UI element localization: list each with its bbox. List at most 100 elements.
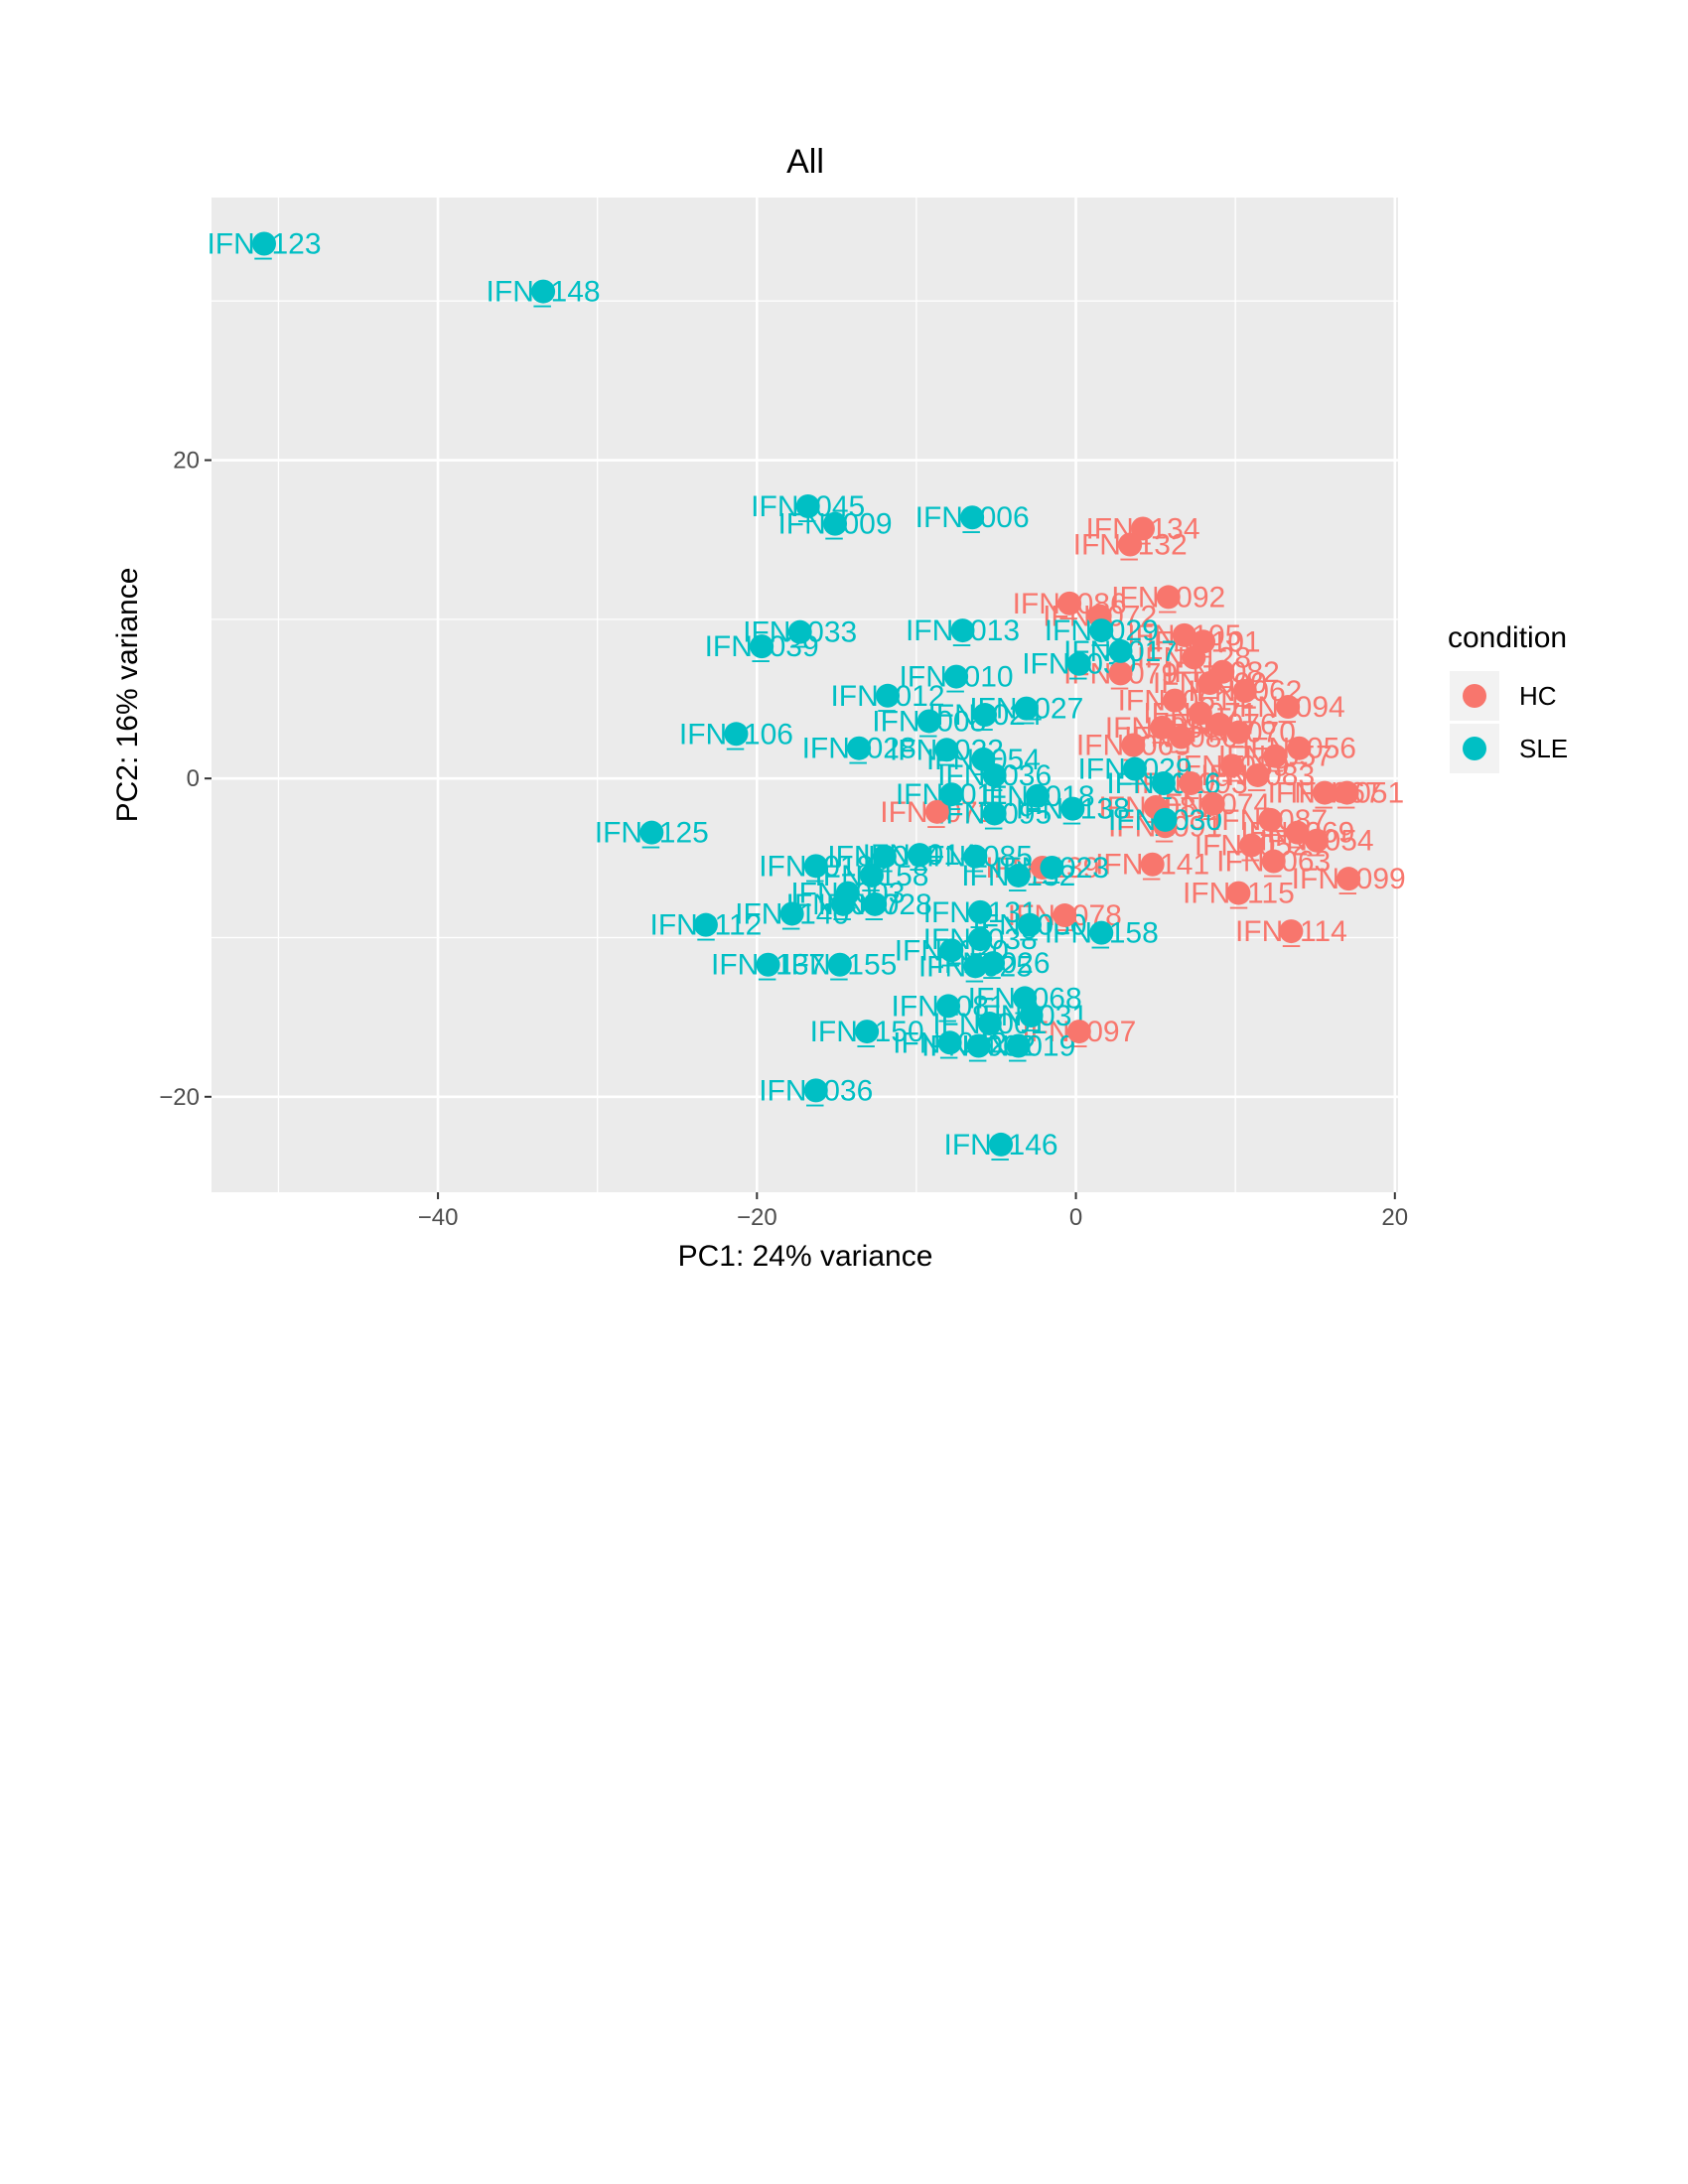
data-point-sle xyxy=(1122,756,1147,781)
legend-title: condition xyxy=(1448,621,1567,654)
data-point-hc xyxy=(1053,903,1077,928)
data-point-sle xyxy=(939,938,964,963)
data-point-sle xyxy=(1014,696,1039,721)
data-point-sle xyxy=(944,664,969,689)
data-point-sle xyxy=(1066,651,1091,676)
x-tick-label: 0 xyxy=(1069,1204,1082,1231)
data-point-hc xyxy=(1263,744,1288,768)
data-point-sle xyxy=(847,736,872,760)
data-point-sle xyxy=(750,634,774,659)
data-point-sle xyxy=(876,683,901,708)
data-point-sle xyxy=(795,494,820,519)
data-point-sle xyxy=(855,1020,880,1044)
data-point-sle xyxy=(1089,920,1114,945)
x-tick-label: −40 xyxy=(418,1204,459,1231)
data-point-sle xyxy=(936,994,961,1019)
data-point-sle xyxy=(989,1132,1014,1157)
data-point-hc xyxy=(1118,532,1143,557)
data-point-hc xyxy=(1163,688,1188,713)
data-point-sle xyxy=(960,505,985,530)
data-point-hc xyxy=(1219,753,1244,778)
data-points xyxy=(252,231,1361,1157)
data-point-hc xyxy=(1336,867,1361,891)
data-point-sle xyxy=(937,1030,962,1055)
data-point-hc xyxy=(1207,712,1232,737)
data-point-hc xyxy=(1313,780,1337,805)
legend-marker-sle xyxy=(1463,737,1486,760)
data-point-sle xyxy=(1006,863,1031,887)
data-point-sle xyxy=(982,762,1007,787)
data-point-sle xyxy=(756,952,780,977)
legend-marker-hc xyxy=(1463,684,1486,708)
data-point-sle xyxy=(968,927,993,952)
data-point-hc xyxy=(1121,733,1146,757)
data-point-hc xyxy=(1150,715,1175,740)
data-point-sle xyxy=(972,703,997,728)
data-point-sle xyxy=(823,511,848,536)
x-tick-label: −20 xyxy=(737,1204,777,1231)
data-point-hc xyxy=(1131,516,1156,541)
data-point-hc xyxy=(1239,833,1264,858)
data-point-hc xyxy=(1335,780,1359,805)
data-point-sle xyxy=(1089,618,1114,643)
data-point-hc xyxy=(1226,881,1251,905)
data-point-sle xyxy=(693,912,718,937)
y-axis-title: PC2: 16% variance xyxy=(111,568,144,823)
data-point-sle xyxy=(787,619,812,644)
data-point-sle xyxy=(982,801,1007,826)
y-tick-label: −20 xyxy=(159,1084,200,1111)
data-point-sle xyxy=(934,738,959,762)
data-point-sle xyxy=(939,782,964,807)
data-point-hc xyxy=(924,799,949,824)
data-point-sle xyxy=(968,899,993,924)
data-point-sle xyxy=(1026,783,1051,808)
data-point-hc xyxy=(1182,645,1206,670)
legend-label-hc: HC xyxy=(1519,681,1557,711)
y-tick-label: 0 xyxy=(187,765,200,792)
data-point-sle xyxy=(803,1078,828,1103)
data-point-sle xyxy=(531,279,556,304)
data-point-hc xyxy=(1276,695,1301,720)
data-point-sle xyxy=(252,231,277,256)
data-point-sle xyxy=(1151,770,1176,795)
data-point-sle xyxy=(977,1012,1002,1036)
data-point-hc xyxy=(1066,1020,1091,1044)
data-point-sle xyxy=(1153,807,1178,832)
data-point-sle xyxy=(872,844,897,869)
data-point-sle xyxy=(950,618,975,643)
data-point-sle xyxy=(1017,912,1042,937)
legend: condition HC SLE xyxy=(1448,621,1568,773)
data-point-hc xyxy=(1245,762,1270,787)
data-point-sle xyxy=(966,1033,991,1058)
data-point-hc xyxy=(1169,725,1194,750)
x-axis-title: PC1: 24% variance xyxy=(678,1240,933,1273)
y-axis-ticks: −20 0 20 xyxy=(159,448,211,1111)
data-point-sle xyxy=(827,952,852,977)
data-point-hc xyxy=(1261,849,1286,874)
data-point-sle xyxy=(831,891,856,916)
data-point-hc xyxy=(1140,852,1165,877)
data-point-hc xyxy=(1285,820,1310,845)
data-point-hc xyxy=(1108,661,1133,686)
data-point-sle xyxy=(779,901,804,926)
legend-label-sle: SLE xyxy=(1519,734,1568,763)
data-point-sle xyxy=(1019,1004,1044,1028)
data-point-sle xyxy=(916,709,941,734)
data-point-sle xyxy=(1108,638,1133,663)
plot-panel xyxy=(211,198,1398,1192)
x-tick-label: 20 xyxy=(1381,1204,1408,1231)
chart-title: All xyxy=(786,143,824,181)
data-point-hc xyxy=(1179,770,1203,795)
data-point-sle xyxy=(639,820,664,845)
data-point-sle xyxy=(1040,855,1064,880)
data-point-hc xyxy=(1305,828,1330,853)
data-point-hc xyxy=(1188,701,1212,726)
data-point-sle xyxy=(908,843,932,868)
data-point-sle xyxy=(803,854,828,879)
data-point-hc xyxy=(1172,622,1196,647)
data-point-sle xyxy=(963,844,988,869)
data-point-hc xyxy=(1258,807,1283,832)
data-point-hc xyxy=(1279,919,1304,944)
data-point-hc xyxy=(1057,591,1082,615)
